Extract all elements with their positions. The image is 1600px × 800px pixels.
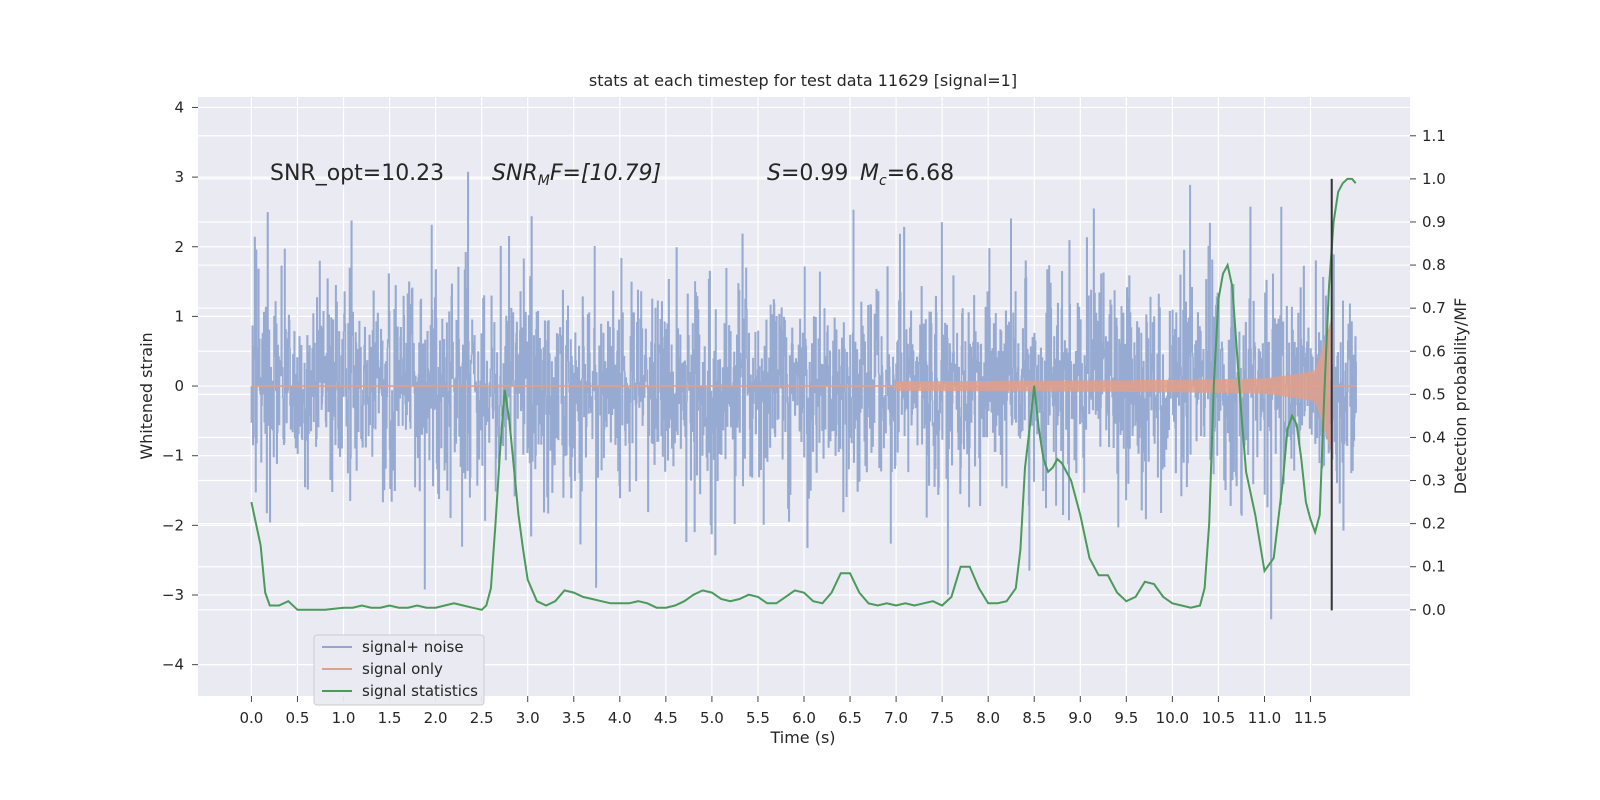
snr-mf-label: SNR [492, 161, 538, 186]
legend-box [313, 634, 485, 706]
y-tick-label: 3 [174, 168, 184, 186]
signal-only-series [251, 319, 1357, 453]
snr-mf-rest: F=[10.79] [550, 161, 661, 186]
y-tick-label: 0 [174, 377, 184, 395]
s-annotation: S=0.99 [767, 161, 848, 186]
x-tick-label: 8.5 [1022, 709, 1046, 727]
x-tick-label: 3.5 [562, 709, 586, 727]
y-tick-label: −1 [162, 447, 184, 465]
x-tick-label: 10.0 [1156, 709, 1189, 727]
mc-label: M [860, 161, 879, 186]
signal-only-envelope [896, 319, 1331, 453]
y-tick-label: 1 [174, 307, 184, 325]
y-right-tick-label: 1.0 [1422, 170, 1446, 188]
legend-label-signal-statistics: signal statistics [362, 682, 478, 700]
s-label: S [767, 161, 781, 186]
y-axis-label: Whitened strain [137, 332, 156, 459]
x-tick-label: 10.5 [1202, 709, 1235, 727]
y-tick-label: 2 [174, 238, 184, 256]
mc-subscript: c [879, 173, 887, 189]
x-tick-label: 2.0 [424, 709, 448, 727]
y-axis-right-ticks: 1.1 1.0 0.9 0.8 0.7 0.6 0.5 0.4 0.3 0.2 0.1 0.0 [1410, 127, 1446, 619]
x-tick-label: 8.0 [976, 709, 1000, 727]
x-tick-label: 6.0 [792, 709, 816, 727]
x-tick-label: 5.0 [700, 709, 724, 727]
signal-plus-noise-series [250, 171, 1357, 620]
legend-label-signal-only: signal only [362, 660, 443, 678]
x-tick-label: 4.5 [654, 709, 678, 727]
y-right-tick-label: 0.9 [1422, 213, 1446, 231]
x-tick-label: 9.5 [1114, 709, 1138, 727]
snr-opt-annotation: SNR_opt=10.23 [270, 161, 444, 186]
snr-mf-annotation: SNRMF=[10.79] [492, 161, 661, 189]
x-tick-label: 11.0 [1248, 709, 1281, 727]
x-tick-label: 0.0 [239, 709, 263, 727]
snr-mf-subscript: M [538, 173, 550, 189]
y-right-tick-label: 0.4 [1422, 428, 1446, 446]
mc-value: =6.68 [887, 161, 954, 186]
x-tick-label: 7.5 [930, 709, 954, 727]
x-tick-label: 1.0 [332, 709, 356, 727]
y-axis-right-label: Detection probability/MF [1451, 298, 1470, 495]
x-tick-label: 2.5 [470, 709, 494, 727]
x-tick-label: 7.0 [884, 709, 908, 727]
y-right-tick-label: 1.1 [1422, 127, 1446, 145]
y-right-tick-label: 0.1 [1422, 558, 1446, 576]
x-tick-label: 4.0 [608, 709, 632, 727]
x-tick-label: 11.5 [1294, 709, 1327, 727]
x-tick-label: 3.0 [516, 709, 540, 727]
signal-statistics-series [250, 177, 1357, 611]
y-right-tick-label: 0.8 [1422, 256, 1446, 274]
x-tick-label: 1.5 [378, 709, 402, 727]
x-tick-label: 5.5 [746, 709, 770, 727]
x-axis-label: Time (s) [769, 728, 835, 747]
chart-title: stats at each timestep for test data 116… [589, 71, 1017, 90]
y-axis-ticks: 4 3 2 1 0 −1 −2 −3 −4 [162, 98, 198, 674]
x-tick-label: 0.5 [286, 709, 310, 727]
y-right-tick-label: 0.0 [1422, 601, 1446, 619]
x-tick-label: 6.5 [838, 709, 862, 727]
y-tick-label: −2 [162, 516, 184, 534]
y-tick-label: −4 [162, 656, 184, 674]
mc-annotation: Mc=6.68 [860, 161, 954, 189]
y-tick-label: 4 [174, 98, 184, 116]
y-right-tick-label: 0.7 [1422, 299, 1446, 317]
legend: signal+ noise signal only signal statist… [313, 634, 485, 706]
legend-label-signal-plus-noise: signal+ noise [362, 638, 464, 656]
s-value: =0.99 [781, 161, 848, 186]
y-right-tick-label: 0.3 [1422, 472, 1446, 490]
y-right-tick-label: 0.6 [1422, 342, 1446, 360]
y-right-tick-label: 0.2 [1422, 515, 1446, 533]
x-tick-label: 9.0 [1068, 709, 1092, 727]
signal-statistics-line [250, 177, 1357, 611]
x-axis-ticks: 0.0 0.5 1.0 1.5 2.0 2.5 3.0 3.5 4.0 4.5 5.0 5.5 6.0 6… [239, 696, 1327, 727]
y-tick-label: −3 [162, 586, 184, 604]
y-right-tick-label: 0.5 [1422, 385, 1446, 403]
signal-plus-noise-line [250, 171, 1357, 620]
